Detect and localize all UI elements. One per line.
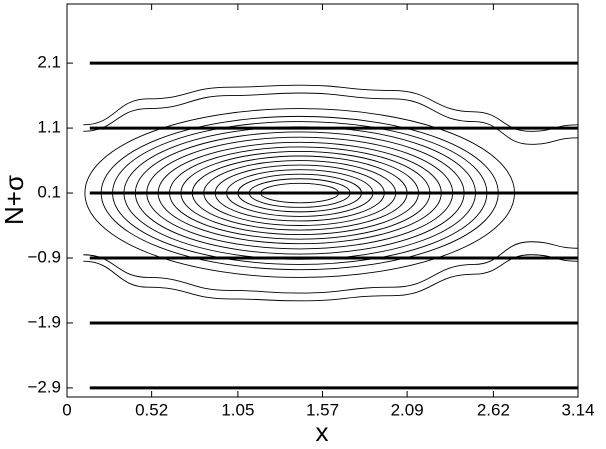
y-tick-label: 2.1 <box>37 53 61 72</box>
x-tick-label: 0 <box>62 400 71 419</box>
x-tick-label: 2.62 <box>477 400 510 419</box>
x-tick-label: 3.14 <box>561 400 594 419</box>
open-contour-line <box>83 92 578 145</box>
y-axis-label: N+σ <box>0 175 29 225</box>
y-tick-label: −2.9 <box>27 377 61 396</box>
x-tick-label: 1.05 <box>221 400 254 419</box>
plot-area <box>83 61 578 390</box>
y-tick-label: −0.9 <box>27 247 61 266</box>
open-contour-line <box>83 241 578 294</box>
x-tick-label: 2.09 <box>391 400 424 419</box>
y-tick-label: 1.1 <box>37 118 61 137</box>
x-tick-label: 0.52 <box>135 400 168 419</box>
y-tick-label: 0.1 <box>37 183 61 202</box>
x-tick-label: 1.57 <box>306 400 339 419</box>
x-axis-label: x <box>316 417 329 447</box>
y-tick-label: −1.9 <box>27 312 61 331</box>
